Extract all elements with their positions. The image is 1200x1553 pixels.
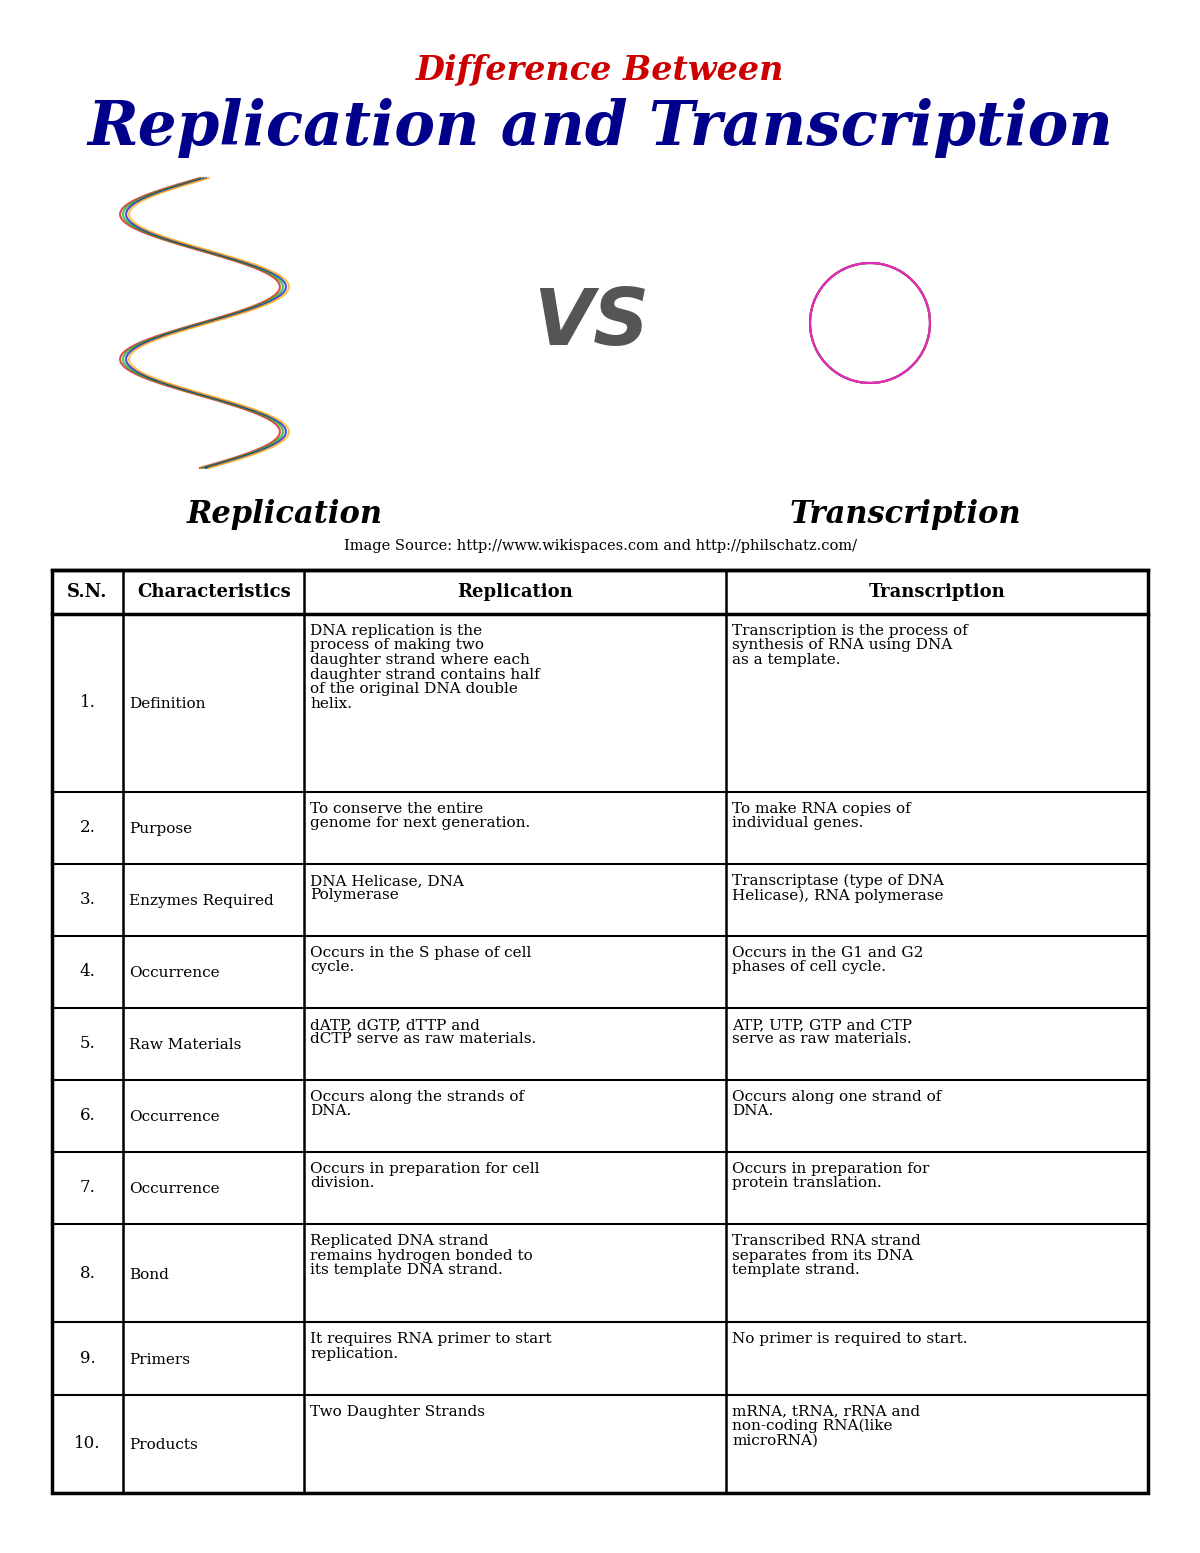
Text: DNA.: DNA. <box>310 1104 352 1118</box>
Text: Replicated DNA strand: Replicated DNA strand <box>310 1235 488 1249</box>
Bar <box>52 570 1148 1492</box>
Text: division.: division. <box>310 1177 374 1191</box>
Bar <box>55 158 530 488</box>
Text: Occurs in the S phase of cell: Occurs in the S phase of cell <box>310 946 532 960</box>
Text: separates from its DNA: separates from its DNA <box>732 1249 913 1263</box>
Text: dATP, dGTP, dTTP and: dATP, dGTP, dTTP and <box>310 1017 480 1033</box>
Text: Transcriptase (type of DNA: Transcriptase (type of DNA <box>732 874 944 888</box>
Text: Transcription: Transcription <box>869 582 1006 601</box>
Text: Occurs in preparation for cell: Occurs in preparation for cell <box>310 1162 540 1176</box>
Text: process of making two: process of making two <box>310 638 484 652</box>
Text: daughter strand where each: daughter strand where each <box>310 652 530 666</box>
Text: Primers: Primers <box>130 1353 191 1367</box>
Text: remains hydrogen bonded to: remains hydrogen bonded to <box>310 1249 533 1263</box>
Text: Replication: Replication <box>187 500 383 531</box>
Text: serve as raw materials.: serve as raw materials. <box>732 1033 912 1047</box>
Text: 8.: 8. <box>79 1264 96 1281</box>
Text: DNA.: DNA. <box>732 1104 773 1118</box>
Text: Two Daughter Strands: Two Daughter Strands <box>310 1404 485 1418</box>
Text: Definition: Definition <box>130 697 205 711</box>
Text: Occurrence: Occurrence <box>130 1110 220 1124</box>
Text: dCTP serve as raw materials.: dCTP serve as raw materials. <box>310 1033 536 1047</box>
Text: Transcribed RNA strand: Transcribed RNA strand <box>732 1235 920 1249</box>
Text: Occurs in preparation for: Occurs in preparation for <box>732 1162 930 1176</box>
Text: Enzymes Required: Enzymes Required <box>130 895 274 909</box>
Text: ATP, UTP, GTP and CTP: ATP, UTP, GTP and CTP <box>732 1017 912 1033</box>
Text: DNA replication is the: DNA replication is the <box>310 624 482 638</box>
Text: To make RNA copies of: To make RNA copies of <box>732 801 911 815</box>
Text: 2.: 2. <box>79 820 96 837</box>
Bar <box>660 158 1145 488</box>
Text: helix.: helix. <box>310 696 352 711</box>
Text: microRNA): microRNA) <box>732 1433 818 1447</box>
Text: Occurrence: Occurrence <box>130 966 220 980</box>
Text: Occurrence: Occurrence <box>130 1182 220 1196</box>
Text: To conserve the entire: To conserve the entire <box>310 801 484 815</box>
Text: Helicase), RNA polymerase: Helicase), RNA polymerase <box>732 888 943 902</box>
Text: VS: VS <box>533 286 649 360</box>
Text: 9.: 9. <box>79 1350 96 1367</box>
Text: non-coding RNA(like: non-coding RNA(like <box>732 1419 893 1433</box>
Text: as a template.: as a template. <box>732 652 840 666</box>
Text: its template DNA strand.: its template DNA strand. <box>310 1263 503 1277</box>
Text: 6.: 6. <box>79 1107 96 1124</box>
Text: Occurs along one strand of: Occurs along one strand of <box>732 1090 942 1104</box>
Text: 1.: 1. <box>79 694 96 711</box>
Text: 4.: 4. <box>79 963 96 980</box>
Text: Replication: Replication <box>457 582 572 601</box>
Text: Polymerase: Polymerase <box>310 888 398 902</box>
Text: replication.: replication. <box>310 1346 398 1360</box>
Text: Difference Between: Difference Between <box>416 53 784 87</box>
Text: Transcription: Transcription <box>790 500 1021 531</box>
Text: Characteristics: Characteristics <box>137 582 290 601</box>
Text: Products: Products <box>130 1438 198 1452</box>
Text: of the original DNA double: of the original DNA double <box>310 682 518 696</box>
Text: S.N.: S.N. <box>67 582 108 601</box>
Text: Occurs in the G1 and G2: Occurs in the G1 and G2 <box>732 946 924 960</box>
Text: Raw Materials: Raw Materials <box>130 1039 241 1053</box>
Text: protein translation.: protein translation. <box>732 1177 882 1191</box>
Text: 10.: 10. <box>74 1435 101 1452</box>
Text: 7.: 7. <box>79 1179 96 1196</box>
Text: DNA Helicase, DNA: DNA Helicase, DNA <box>310 874 464 888</box>
Text: cycle.: cycle. <box>310 960 354 974</box>
Text: daughter strand contains half: daughter strand contains half <box>310 668 540 682</box>
Text: Image Source: http://www.wikispaces.com and http://philschatz.com/: Image Source: http://www.wikispaces.com … <box>343 539 857 553</box>
Text: 3.: 3. <box>79 891 96 909</box>
Text: genome for next generation.: genome for next generation. <box>310 817 530 831</box>
Text: Bond: Bond <box>130 1267 169 1281</box>
Text: 5.: 5. <box>79 1036 96 1053</box>
Text: synthesis of RNA using DNA: synthesis of RNA using DNA <box>732 638 953 652</box>
Text: Purpose: Purpose <box>130 823 192 837</box>
Text: mRNA, tRNA, rRNA and: mRNA, tRNA, rRNA and <box>732 1404 920 1418</box>
Text: It requires RNA primer to start: It requires RNA primer to start <box>310 1332 552 1346</box>
Text: phases of cell cycle.: phases of cell cycle. <box>732 960 886 974</box>
Text: Replication and Transcription: Replication and Transcription <box>88 98 1112 158</box>
Text: Transcription is the process of: Transcription is the process of <box>732 624 967 638</box>
Text: Occurs along the strands of: Occurs along the strands of <box>310 1090 524 1104</box>
Text: No primer is required to start.: No primer is required to start. <box>732 1332 967 1346</box>
Text: template strand.: template strand. <box>732 1263 859 1277</box>
Text: individual genes.: individual genes. <box>732 817 864 831</box>
